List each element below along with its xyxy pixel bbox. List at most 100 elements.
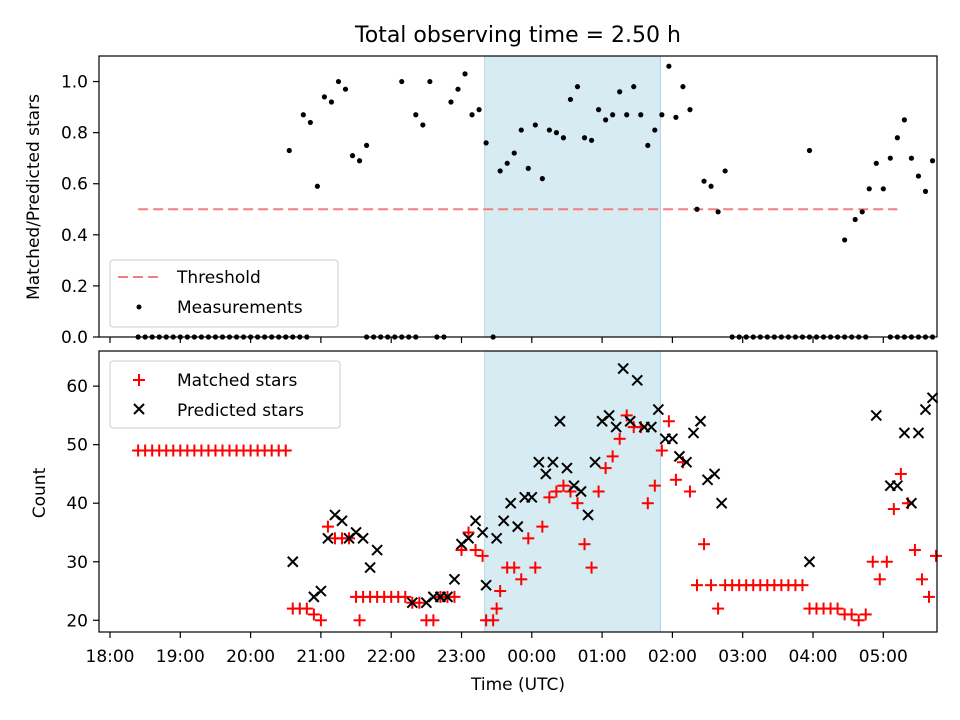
measurement-point	[574, 84, 581, 90]
measurement-point	[455, 86, 461, 92]
y-tick-label: 60	[66, 377, 88, 397]
y-tick-label: 0.0	[61, 328, 88, 348]
matched-star-point	[712, 602, 725, 615]
measurement-point	[880, 186, 886, 192]
predicted-star-point	[803, 556, 816, 568]
measurement-point	[525, 165, 531, 171]
x-tick-label: 02:00	[648, 647, 697, 667]
x-axis-label: Time (UTC)	[470, 675, 565, 695]
top-plot-frame	[98, 55, 938, 338]
measurement-point	[363, 142, 370, 149]
y-tick-label: 0.6	[61, 175, 88, 195]
measurement-point	[300, 112, 306, 118]
predicted-star-point	[652, 403, 665, 416]
predicted-star-point	[554, 415, 566, 427]
y-tick-label: 0.8	[61, 124, 88, 144]
predicted-star-point	[715, 497, 728, 509]
measurement-point	[894, 135, 900, 141]
matched-star-point	[571, 497, 584, 510]
predicted-star-point	[540, 468, 552, 480]
predicted-star-point	[589, 456, 601, 468]
measurement-point	[842, 237, 848, 243]
matched-star-point	[300, 602, 313, 615]
predicted-star-point	[708, 468, 721, 480]
measurement-point	[603, 117, 609, 123]
predicted-star-point	[617, 362, 629, 375]
measurement-point	[286, 147, 292, 154]
matched-star-point	[930, 549, 943, 562]
predicted-legend-label: Predicted stars	[177, 401, 304, 421]
matched-legend-label: Matched stars	[177, 371, 297, 391]
matched-star-point	[908, 544, 921, 557]
measurement-point	[560, 135, 567, 141]
matched-star-point	[585, 561, 598, 574]
predicted-star-point	[526, 491, 538, 504]
matched-star-point	[859, 608, 872, 621]
matched-star-point	[515, 573, 528, 586]
matched-star-point	[399, 590, 412, 603]
measurement-point	[321, 94, 328, 100]
measurement-point	[631, 84, 637, 90]
measurement-point	[852, 216, 858, 223]
x-tick-label: 00:00	[507, 647, 556, 667]
predicted-star-point	[624, 415, 636, 427]
measurement-point	[859, 209, 865, 215]
measurement-point	[887, 155, 893, 161]
measurement-point	[469, 112, 475, 118]
matched-star-point	[557, 479, 570, 492]
measurement-point	[624, 112, 630, 118]
measurement-point	[328, 99, 335, 105]
matched-star-point	[427, 614, 440, 627]
matched-star-point	[698, 538, 711, 551]
predicted-star-point	[533, 456, 545, 468]
matched-star-point	[613, 432, 626, 445]
predicted-star-point	[441, 591, 454, 603]
measurement-point	[427, 78, 433, 85]
measurement-point	[617, 89, 623, 95]
predicted-star-point	[575, 485, 587, 498]
top-highlight-span	[484, 55, 661, 338]
matched-star-point	[866, 555, 879, 568]
measurement-point	[462, 71, 468, 77]
matched-star-point	[894, 467, 907, 480]
matched-star-point	[543, 491, 556, 504]
top-y-axis: 0.0 0.2 0.4 0.6 0.8 1.0	[61, 73, 99, 348]
predicted-star-point	[505, 497, 517, 509]
measurement-point	[539, 176, 545, 182]
measurement-point	[701, 178, 707, 184]
top-legend: Threshold Measurements	[109, 259, 339, 328]
x-tick-label: 04:00	[789, 647, 838, 667]
matched-star-point	[915, 573, 928, 586]
matched-star-point	[490, 602, 503, 615]
matched-star-point	[880, 555, 893, 568]
top-legend-box	[109, 259, 339, 328]
measurements-legend-label: Measurements	[177, 298, 303, 318]
predicted-star-point	[905, 497, 918, 509]
measurement-point	[666, 63, 672, 69]
measurement-point	[342, 86, 349, 92]
measurement-point	[610, 112, 616, 118]
predicted-legend-swatch	[133, 403, 145, 415]
predicted-star-point	[490, 532, 503, 545]
measurement-point	[581, 135, 588, 141]
predicted-star-point	[287, 556, 299, 568]
x-tick-label: 01:00	[578, 647, 627, 667]
measurement-point	[722, 168, 728, 174]
measurement-point	[349, 153, 356, 159]
predicted-star-point	[476, 526, 489, 539]
predicted-star-point	[687, 427, 700, 439]
predicted-star-point	[694, 415, 707, 427]
matched-star-point	[683, 485, 696, 498]
x-tick-label: 21:00	[296, 647, 345, 667]
y-tick-label: 1.0	[61, 73, 88, 93]
predicted-star-point	[680, 456, 693, 468]
matched-star-point	[592, 485, 605, 498]
measurement-point	[673, 114, 679, 120]
matched-star-point	[705, 579, 718, 592]
matched-star-point	[314, 614, 327, 627]
matched-star-point	[487, 614, 500, 627]
predicted-star-point	[870, 409, 882, 422]
matched-star-point	[494, 585, 507, 598]
predicted-star-point	[645, 421, 658, 433]
